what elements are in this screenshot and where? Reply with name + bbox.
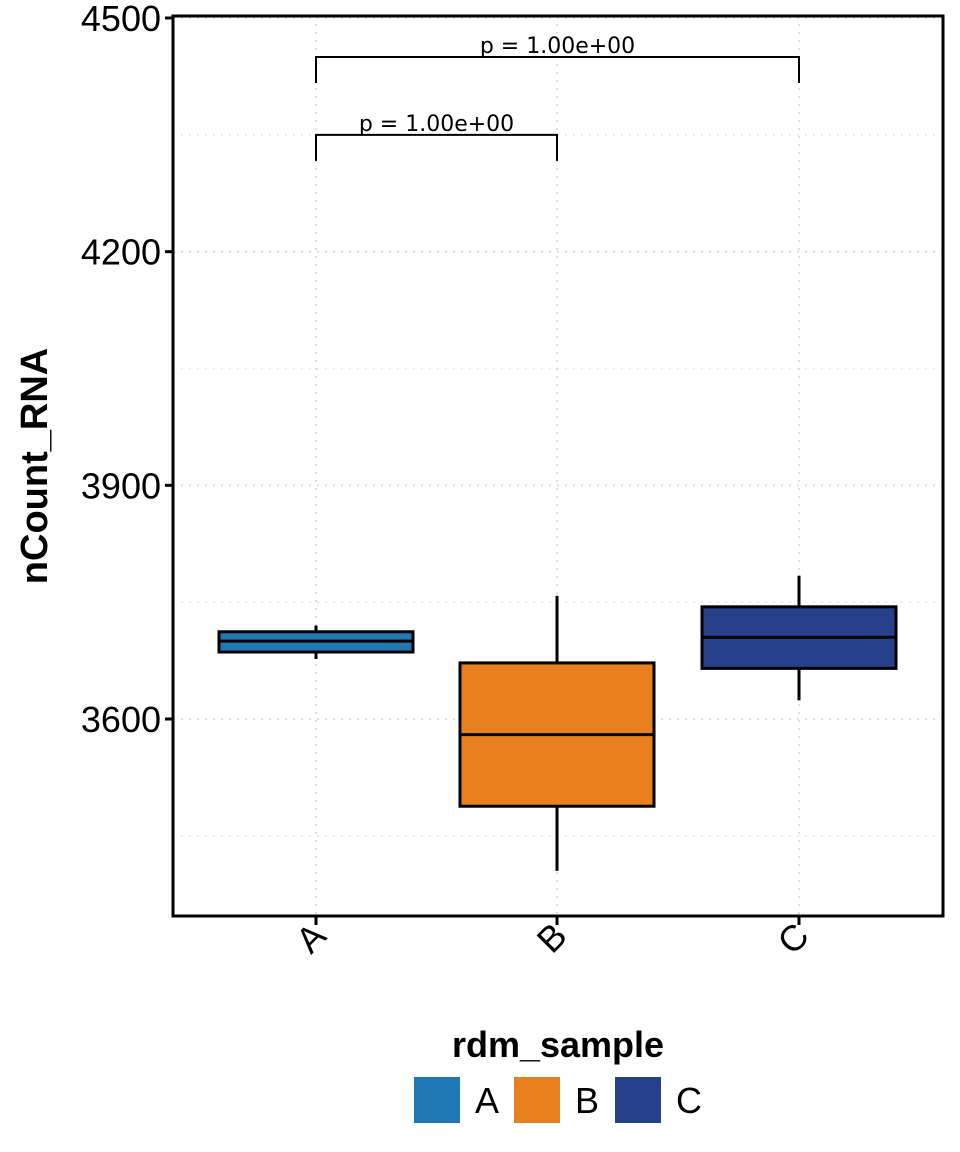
bracket-line bbox=[315, 55, 800, 83]
legend-item-B: B bbox=[514, 1077, 599, 1123]
legend-label: B bbox=[575, 1080, 599, 1121]
legend-label: A bbox=[475, 1080, 499, 1121]
x-tick-label: C bbox=[769, 915, 816, 962]
p-value-label: p = 1.00e+00 bbox=[359, 112, 514, 137]
y-tick-label: 3600 bbox=[81, 699, 161, 740]
p-value-label: p = 1.00e+00 bbox=[480, 34, 635, 59]
legend-key bbox=[615, 1077, 661, 1123]
comparison-brackets: p = 1.00e+00 p = 1.00e+00 bbox=[315, 34, 800, 161]
y-axis-title: nCount_RNA bbox=[14, 348, 56, 584]
box-A bbox=[217, 625, 415, 660]
legend-title: rdm_sample bbox=[452, 1024, 664, 1065]
x-tick-label: B bbox=[529, 915, 575, 961]
legend-item-A: A bbox=[414, 1077, 499, 1123]
legend: rdm_sample A B C bbox=[414, 1024, 702, 1123]
y-tick-label: 3900 bbox=[81, 465, 161, 506]
box-B bbox=[458, 595, 656, 871]
legend-key bbox=[514, 1077, 560, 1123]
box-C bbox=[700, 575, 898, 701]
legend-item-C: C bbox=[615, 1077, 702, 1123]
legend-key bbox=[414, 1077, 460, 1123]
legend-items: A B C bbox=[414, 1077, 702, 1123]
bracket-line bbox=[315, 133, 558, 161]
comparison-A-C: p = 1.00e+00 bbox=[315, 34, 800, 83]
box-series bbox=[217, 575, 898, 871]
y-tick-label: 4200 bbox=[81, 232, 161, 273]
legend-label: C bbox=[676, 1080, 702, 1121]
x-axis: A B C bbox=[288, 915, 817, 962]
y-tick-label: 4500 bbox=[81, 0, 161, 39]
x-tick-label: A bbox=[288, 915, 334, 961]
comparison-A-B: p = 1.00e+00 bbox=[315, 112, 558, 161]
y-axis: 3600 3900 4200 4500 bbox=[81, 0, 173, 740]
